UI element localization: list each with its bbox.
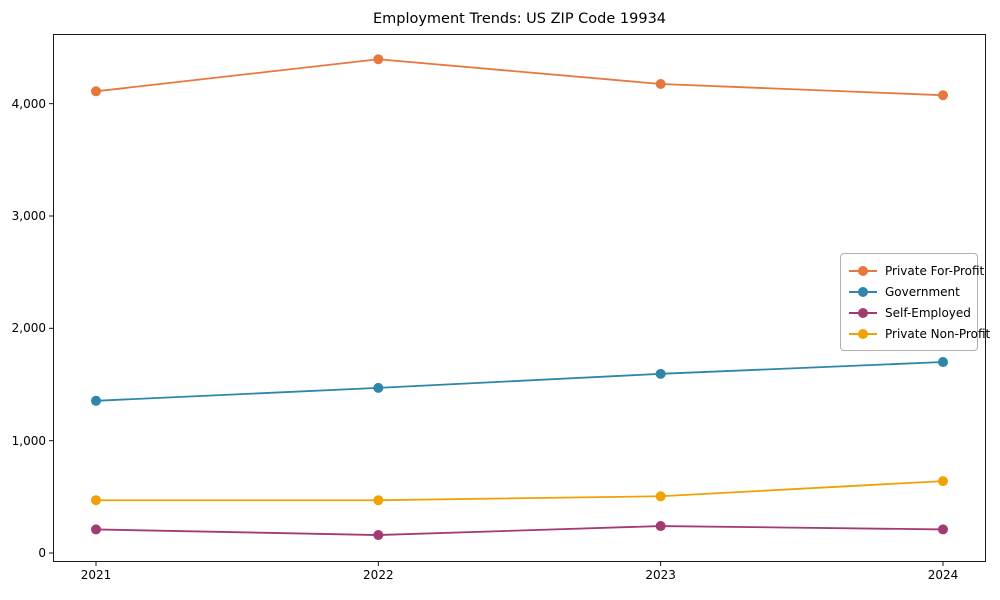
legend-dot-icon bbox=[858, 265, 868, 276]
legend-dot-icon bbox=[858, 307, 868, 318]
legend-line-marker-icon bbox=[849, 328, 877, 339]
legend-item: Government bbox=[849, 281, 969, 302]
legend-dot-icon bbox=[858, 328, 868, 339]
data-point bbox=[373, 530, 384, 541]
y-tick-label: 4,000 bbox=[11, 96, 46, 111]
legend-line-marker-icon bbox=[849, 265, 877, 276]
data-point bbox=[938, 357, 948, 368]
legend-item: Private Non-Profit bbox=[849, 323, 990, 344]
data-point bbox=[938, 90, 948, 101]
legend-item: Private For-Profit bbox=[849, 260, 984, 281]
legend-item: Self-Employed bbox=[849, 302, 971, 323]
chart-title: Employment Trends: US ZIP Code 19934 bbox=[372, 11, 667, 27]
data-point bbox=[91, 495, 101, 506]
data-point bbox=[91, 395, 101, 406]
series-line-private-for-profit bbox=[95, 58, 944, 97]
plot-border bbox=[53, 34, 986, 562]
data-point bbox=[655, 368, 666, 379]
data-point bbox=[938, 476, 948, 487]
legend-dot-icon bbox=[858, 286, 868, 297]
data-point bbox=[373, 54, 384, 65]
legend-label: Self-Employed bbox=[885, 305, 971, 320]
data-point bbox=[938, 524, 948, 535]
x-tick-label: 2024 bbox=[927, 568, 959, 582]
legend-line-marker-icon bbox=[849, 307, 877, 318]
data-point bbox=[655, 521, 666, 532]
x-tick-label: 2023 bbox=[645, 568, 676, 582]
data-point bbox=[91, 86, 101, 97]
x-tick-label: 2022 bbox=[363, 568, 394, 582]
series-line-government bbox=[95, 361, 944, 402]
data-point bbox=[373, 382, 384, 393]
data-point bbox=[91, 524, 101, 535]
data-point bbox=[655, 491, 666, 502]
series-line-self-employed bbox=[95, 525, 944, 536]
legend-label: Government bbox=[885, 284, 960, 299]
y-tick-label: 2,000 bbox=[11, 321, 46, 336]
y-tick-label: 0 bbox=[38, 546, 46, 560]
legend: Private For-Profit Government Self-Employe… bbox=[840, 253, 990, 351]
y-tick-label: 3,000 bbox=[11, 208, 46, 223]
series-line-private-non-profit bbox=[96, 480, 944, 502]
legend-label: Private For-Profit bbox=[885, 263, 985, 278]
legend-line-marker-icon bbox=[849, 286, 877, 297]
y-tick-label: 1,000 bbox=[11, 433, 46, 448]
legend-label: Private Non-Profit bbox=[885, 326, 991, 341]
x-tick-label: 2021 bbox=[80, 568, 112, 582]
data-point bbox=[373, 495, 384, 506]
data-point bbox=[655, 78, 666, 89]
